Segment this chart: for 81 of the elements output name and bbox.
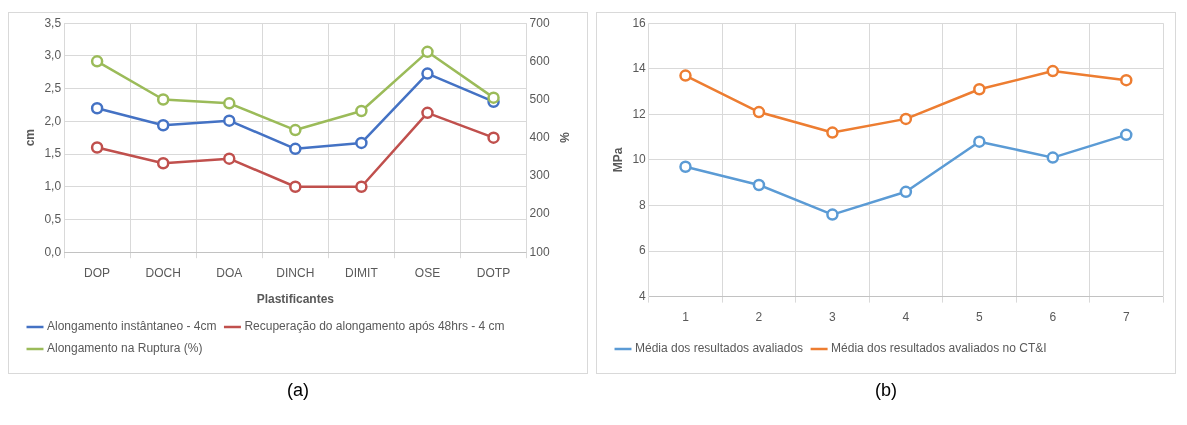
y2-tick-label: 300 [529, 168, 550, 183]
y-tick-label: 0,0 [44, 244, 62, 259]
y2-tick-label: 100 [529, 244, 550, 259]
point [355, 180, 368, 194]
legend-label: Recuperação do alongamento após 48hrs - 4 cm [244, 319, 505, 334]
point [487, 91, 500, 104]
x-tick-label: 6 [1049, 310, 1057, 325]
x-tick-label: DINCH [276, 265, 315, 280]
point [90, 141, 104, 154]
y-tick-label: 8 [639, 197, 647, 212]
y2-tick-label: 200 [529, 206, 550, 221]
y-tick-label: 6 [639, 243, 647, 258]
point [421, 106, 434, 120]
point [355, 136, 368, 150]
x-tick-label: DOA [216, 265, 243, 280]
x-tick-label: 4 [902, 310, 910, 325]
point [289, 123, 302, 137]
x-tick-label: 3 [829, 310, 837, 325]
point [826, 208, 839, 221]
point [90, 55, 104, 68]
point [1046, 64, 1060, 78]
y-axis-title: MPa [610, 147, 625, 173]
y2-axis-title: % [557, 132, 572, 144]
y-tick-label: 3,5 [44, 15, 62, 30]
x-tick-label: 2 [755, 310, 763, 325]
y-axis-title: cm [22, 129, 37, 147]
text: (a) [286, 380, 310, 401]
point [752, 105, 766, 119]
point [223, 152, 236, 165]
y-tick-label: 3,0 [44, 48, 62, 63]
legend-label: Média dos resultados avaliados [635, 341, 804, 356]
y-tick-label: 1,0 [44, 179, 62, 194]
y-tick-label: 12 [632, 106, 647, 121]
point [1046, 151, 1060, 164]
point [1120, 73, 1133, 87]
x-tick-label: 1 [682, 310, 690, 325]
point [973, 135, 986, 148]
point [826, 126, 839, 139]
x-tick-label: DOTP [476, 265, 511, 280]
point [421, 67, 434, 80]
legend-label: Alongamento instântaneo - 4cm [47, 319, 217, 334]
point [752, 178, 766, 192]
point [156, 119, 170, 132]
point [156, 156, 170, 170]
point [90, 102, 104, 115]
y-tick-label: 0,5 [44, 211, 62, 226]
y-tick-label: 4 [639, 288, 647, 303]
x-tick-label: 7 [1122, 310, 1130, 325]
text: (b) [874, 380, 898, 401]
point [156, 93, 170, 106]
y-tick-label: 16 [632, 15, 647, 30]
x-tick-label: DIMIT [345, 265, 379, 280]
y-tick-label: 10 [632, 152, 647, 167]
point [899, 112, 913, 126]
point [421, 45, 434, 59]
point [679, 160, 692, 173]
point [289, 180, 302, 194]
x-tick-label: DOCH [145, 265, 181, 280]
point [899, 185, 913, 199]
legend-label: Média dos resultados avaliados no CT&I [831, 341, 1047, 356]
y2-tick-label: 700 [529, 15, 550, 30]
point [973, 83, 986, 96]
x-tick-label: 5 [975, 310, 983, 325]
y-tick-label: 1,5 [44, 146, 62, 161]
legend-label: Alongamento na Ruptura (%) [47, 341, 203, 356]
point [223, 97, 236, 110]
point [1120, 128, 1133, 142]
x-tick-label: DOP [84, 265, 111, 280]
y2-tick-label: 500 [529, 91, 550, 106]
y-tick-label: 2,0 [44, 113, 62, 128]
y2-tick-label: 400 [529, 130, 550, 145]
point [355, 104, 368, 118]
point [223, 114, 236, 127]
y2-tick-label: 600 [529, 53, 550, 68]
y-tick-label: 2,5 [44, 80, 62, 95]
y-tick-label: 14 [632, 61, 647, 76]
point [487, 131, 500, 144]
x-tick-label: OSE [414, 265, 441, 280]
x-axis-title: Plastificantes [256, 292, 335, 307]
point [679, 69, 692, 82]
point [289, 142, 302, 156]
